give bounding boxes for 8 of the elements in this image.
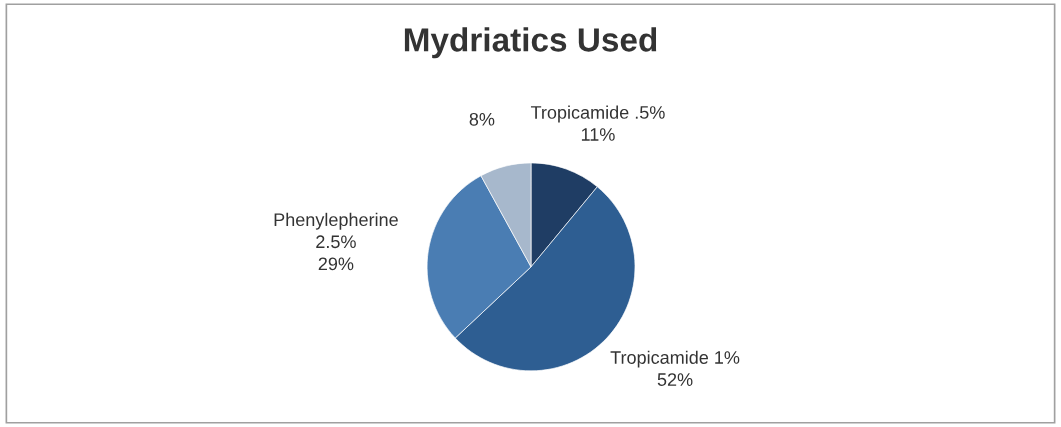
data-label: 11% xyxy=(581,128,615,141)
data-label: 8% xyxy=(469,112,495,126)
slice-label: Phenylepherine 2.5% xyxy=(274,212,398,249)
data-label: 29% xyxy=(318,257,354,271)
chart-title: Mydriatics Used xyxy=(404,27,657,59)
data-label: 52% xyxy=(657,373,693,386)
slice-label: Tropicamide 1% xyxy=(610,350,740,368)
slice-label: Tropicamide .5% xyxy=(530,105,665,123)
